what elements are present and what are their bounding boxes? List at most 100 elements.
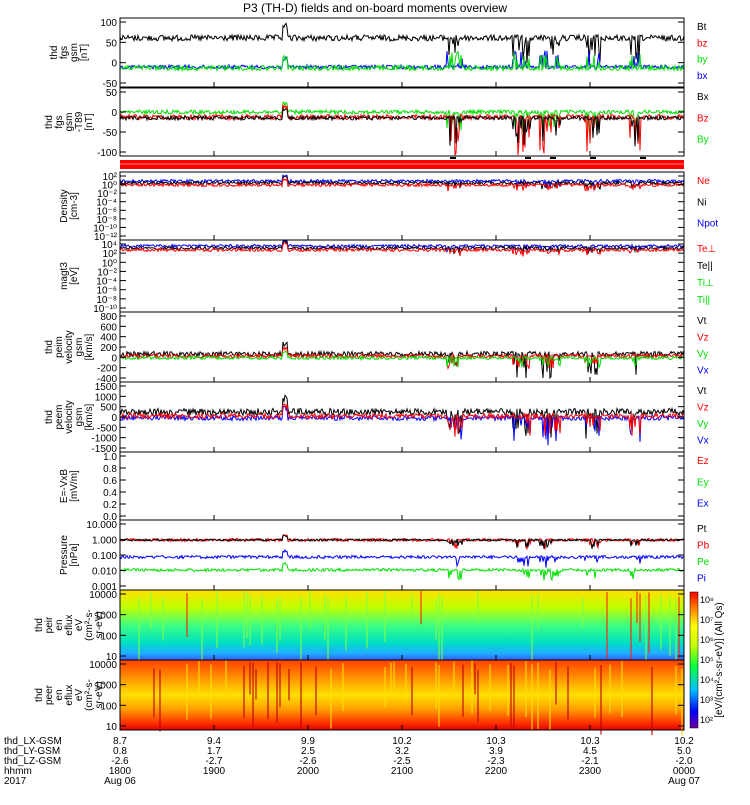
colorbar-tick-label: 10⁶ [700, 635, 714, 645]
bottom-axis-value: -2.1 [581, 756, 599, 767]
spectrogram-stripe [651, 667, 653, 736]
y-axis-label: (cm²-s- [84, 609, 95, 641]
y-tick-label: 800 [100, 312, 117, 323]
spectrogram-stripe [315, 666, 317, 716]
spectrogram-8 [120, 590, 684, 660]
spectrogram-9 [120, 660, 684, 730]
y-axis-label: magt3 [59, 262, 70, 290]
colorbar-tick-label: 10⁵ [700, 655, 714, 665]
spectrogram-stripe [366, 592, 368, 649]
y-axis-label: en [54, 689, 65, 700]
y-axis-label: [nT] [84, 113, 95, 130]
y-axis-label: Density [59, 189, 70, 222]
y-tick-label: 0.8 [103, 464, 117, 475]
y-tick-label: 100 [100, 631, 117, 642]
spectrogram-stripe [660, 594, 662, 650]
y-tick-label: -50 [103, 79, 118, 90]
y-axis-label: (cm²-s- [84, 679, 95, 711]
series-ne [119, 177, 685, 192]
y-tick-label: 10⁰ [102, 258, 117, 269]
bottom-axis-value: 1.7 [207, 746, 221, 757]
y-axis-label: fgs [54, 115, 65, 128]
series-ni [119, 175, 685, 191]
y-axis-label: gsm [74, 338, 85, 357]
y-tick-label: 0.100 [92, 551, 117, 562]
y-axis-label: thd [44, 115, 55, 129]
spectrogram-stripe [420, 591, 422, 625]
bottom-axis-value: 2000 [297, 766, 320, 777]
y-tick-label: -500 [97, 423, 117, 434]
spectrogram-stripe [249, 662, 251, 695]
spectrogram-stripe [621, 661, 623, 717]
spectrogram-stripe [210, 664, 212, 719]
spectrogram-stripe [138, 597, 140, 660]
spectrogram-stripe [567, 666, 569, 720]
bottom-axis-value: 4.5 [583, 746, 597, 757]
legend-bt: Bt [697, 22, 707, 33]
spectrogram-stripe [276, 599, 278, 653]
y-axis-label: gsm [64, 113, 75, 132]
spectrogram-stripe [300, 596, 302, 661]
spectrogram-stripe [405, 663, 407, 702]
y-tick-label: 50 [106, 38, 118, 49]
y-axis-label: peer [44, 684, 55, 705]
bottom-axis-value: 10.2 [392, 736, 412, 747]
bottom-axis-value: 10.3 [580, 736, 600, 747]
y-axis-label: fgs [59, 46, 70, 59]
y-axis-label: peim [54, 336, 65, 358]
spectrogram-stripe [537, 662, 539, 729]
bottom-axis-value: 2.5 [301, 746, 315, 757]
panel-frame-pressure [119, 519, 685, 591]
y-axis-label: velocity [64, 330, 75, 363]
y-tick-label: 0.4 [103, 488, 117, 499]
spectrogram-stripe [648, 592, 650, 654]
y-tick-label: 10² [103, 172, 118, 183]
y-tick-label: 10⁰ [102, 181, 117, 192]
bottom-axis-value: 1800 [109, 766, 132, 777]
spectrogram-stripe [267, 661, 269, 720]
bottom-axis-value: 9.4 [207, 736, 221, 747]
y-axis-label: [cm-3] [69, 192, 80, 220]
spectrogram-stripe [216, 590, 218, 648]
y-tick-label: -50 [103, 128, 118, 139]
y-tick-label: 1.000 [92, 536, 117, 547]
spectrogram-stripe [225, 660, 227, 690]
legend-vz: Vz [697, 403, 709, 414]
y-axis-label: thd [44, 410, 55, 424]
y-axis-label: thd [44, 340, 55, 354]
colorbar-tick-label: 10⁷ [700, 615, 713, 625]
y-axis-label: [eV] [69, 267, 80, 285]
flag-mark [450, 157, 456, 159]
bottom-axis-value: 10.3 [486, 736, 506, 747]
y-tick-label: -1000 [91, 434, 117, 445]
series-tell [119, 240, 685, 255]
y-axis-label: [nPa] [69, 543, 80, 567]
bottom-axis-value: 0.8 [113, 746, 127, 757]
legend-vz: Vz [697, 333, 709, 344]
legend-npot: Npot [697, 219, 718, 230]
series-pt [119, 534, 685, 549]
legend-bz: Bz [697, 113, 709, 124]
spectrogram-stripe [507, 664, 509, 717]
legend-te⊥: Te⊥ [697, 244, 716, 255]
y-tick-label: 0 [111, 413, 117, 424]
spectrogram-stripe [384, 591, 386, 643]
spectrogram-stripe [549, 669, 551, 731]
y-axis-label: thd [49, 46, 60, 60]
spectrogram-stripe [435, 599, 437, 641]
y-tick-label: 0.010 [92, 567, 117, 578]
y-tick-label: 200 [100, 343, 117, 354]
y-axis-label: sr-eV) [94, 681, 105, 708]
series-te [119, 242, 685, 257]
legend-ey: Ey [697, 477, 709, 488]
spectrogram-stripe [186, 663, 188, 720]
y-axis-label: eV [74, 689, 85, 702]
spectrogram-stripe [393, 661, 395, 690]
legend-ex: Ex [697, 499, 709, 510]
spectrogram-stripe [525, 661, 527, 717]
y-axis-label: gsm [74, 408, 85, 427]
series-pe [119, 561, 685, 582]
y-axis-label: [nT] [79, 44, 90, 61]
spectrogram-stripe [675, 666, 677, 714]
spectrogram-stripe [453, 661, 455, 690]
